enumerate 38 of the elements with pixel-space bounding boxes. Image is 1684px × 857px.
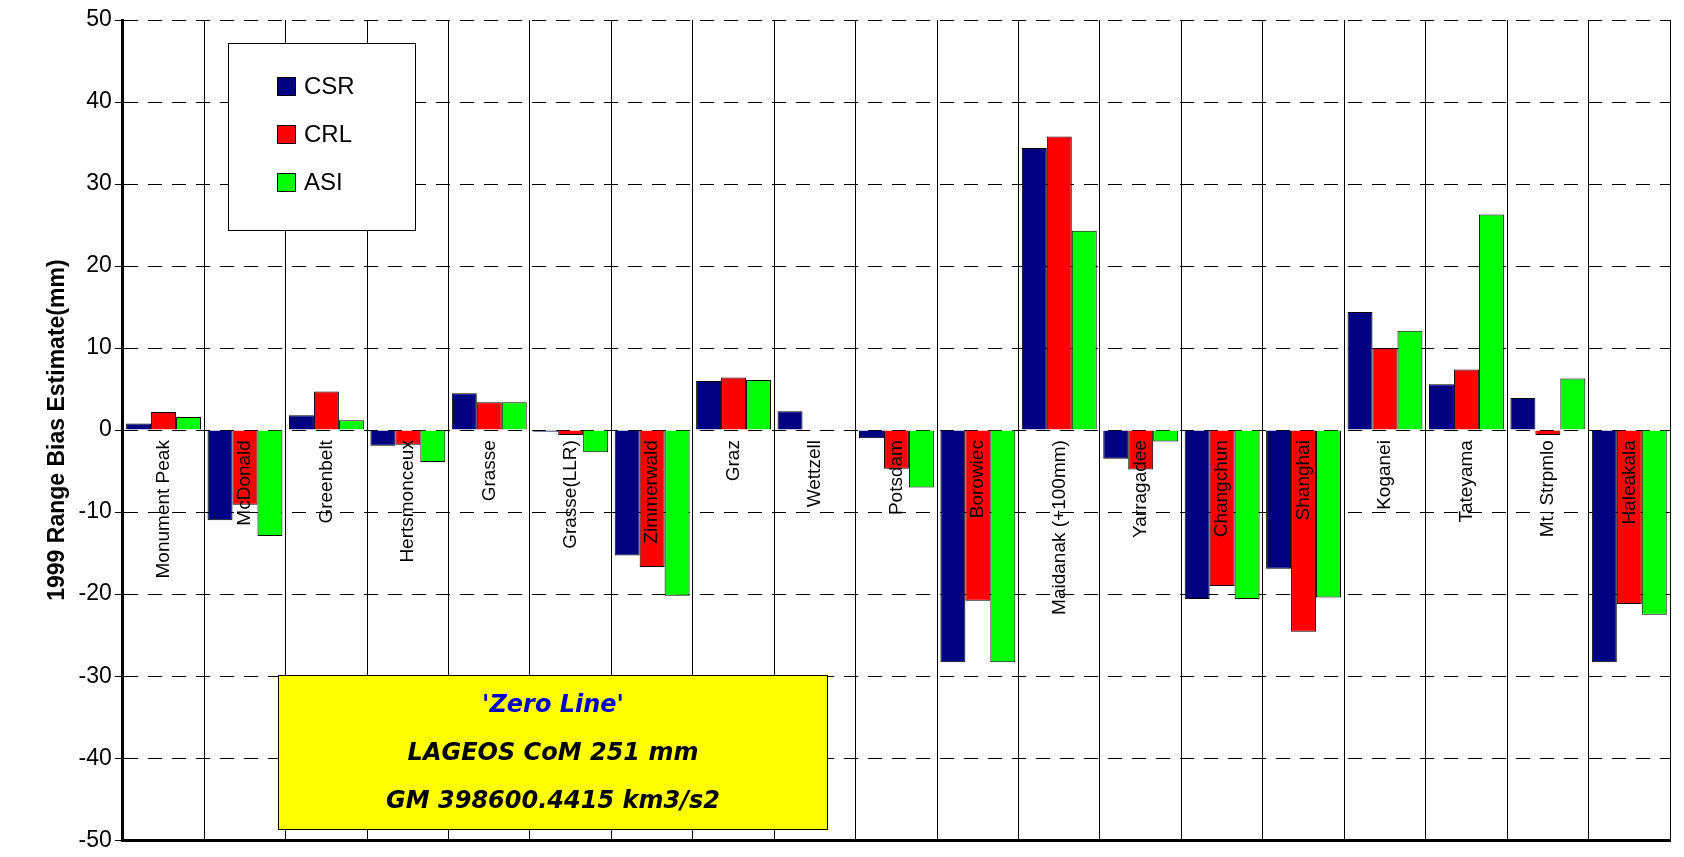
x-tick-label: Graz [721, 440, 743, 482]
x-tick-label: Hertsmonceux [396, 439, 418, 563]
legend-label: ASI [303, 167, 344, 197]
x-tick-label: Yarragadee [1128, 440, 1150, 538]
x-tick-label: McDonald [233, 440, 255, 526]
y-tick-label: -20 [78, 579, 112, 606]
y-axis-title: 1999 Range Bias Estimate(mm) [43, 259, 70, 601]
x-tick-label: Changchun [1210, 440, 1232, 538]
y-tick-label: 0 [99, 415, 112, 442]
y-tick-label: -50 [78, 825, 112, 852]
x-tick-label: Mt. Strpmlo [1536, 440, 1558, 538]
x-tick-label: Grasse(LLR) [558, 440, 580, 549]
annotation: LAGEOS CoM 251 mm [406, 737, 700, 768]
x-tick-label: Grasse [477, 440, 499, 502]
x-tick-label: Shanghai [1291, 440, 1313, 521]
legend-label: CRL [303, 119, 353, 149]
y-tick-label: 10 [86, 333, 112, 360]
annotation: 'Zero Line' [481, 689, 625, 720]
annotation: GM 398600.4415 km3/s2 [385, 785, 721, 816]
x-tick-label: Wettzell [803, 440, 825, 508]
x-tick-label: Monument Peak [151, 439, 173, 579]
legend-label: CSR [303, 71, 356, 101]
x-tick-label: Haleakala [1617, 439, 1639, 525]
y-tick-label: 50 [86, 5, 112, 32]
x-tick-label: Maidanak (+100mm) [1047, 440, 1069, 615]
x-tick-label: Potsdam [884, 440, 906, 516]
y-tick-label: 20 [86, 251, 112, 278]
x-tick-label: Zimmerwald [640, 440, 662, 544]
x-tick-label: Koganei [1373, 440, 1395, 510]
x-tick-label: Greenbelt [314, 439, 336, 524]
y-tick-label: 30 [86, 169, 112, 196]
x-tick-label: Borowiec [966, 440, 988, 519]
y-tick-label: -10 [78, 497, 112, 524]
y-tick-label: 40 [86, 87, 112, 114]
note-box: 'Zero Line' LAGEOS CoM 251 mm GM 398600.4415 km3/s2 [278, 675, 828, 830]
y-tick-label: -30 [78, 661, 112, 688]
y-tick-label: -40 [78, 743, 112, 770]
x-tick-label: Tateyama [1454, 439, 1476, 523]
